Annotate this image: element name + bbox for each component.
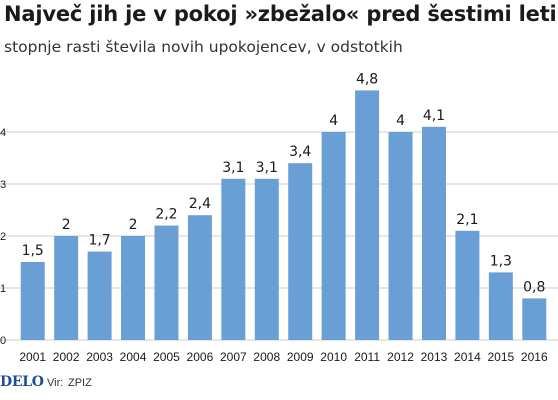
x-tick-label: 2012 xyxy=(387,350,414,364)
bar-2005 xyxy=(154,225,179,340)
value-label: 4,8 xyxy=(356,71,378,87)
x-tick-label: 2011 xyxy=(354,350,380,364)
x-tick-label: 2005 xyxy=(153,350,180,364)
value-label: 3,1 xyxy=(222,160,244,176)
value-label: 2,1 xyxy=(456,212,478,228)
bar-2013 xyxy=(421,126,446,340)
bars-layer xyxy=(20,90,547,341)
x-tick-label: 2013 xyxy=(421,350,448,364)
bar-2002 xyxy=(54,236,79,340)
labels-layer: 1,5 2001 2 2002 1,7 2003 2 2004 2,2 2005 2,4 2006 3,… xyxy=(19,71,548,364)
value-label: 2,2 xyxy=(155,207,177,223)
y-tick-label: 4 xyxy=(0,127,6,139)
bar-2003 xyxy=(87,251,112,340)
x-tick-label: 2008 xyxy=(253,350,280,364)
bar-2011 xyxy=(355,90,380,341)
x-tick-label: 2001 xyxy=(19,350,46,364)
y-tick-label: 0 xyxy=(0,335,6,347)
value-label: 1,5 xyxy=(22,243,44,259)
source-value: ZPIZ xyxy=(68,377,92,389)
value-label: 1,7 xyxy=(88,233,110,249)
chart-title: Največ jih je v pokoj »zbežalo« pred šes… xyxy=(4,2,557,26)
x-tick-label: 2006 xyxy=(187,350,214,364)
x-tick-label: 2003 xyxy=(86,350,113,364)
value-label: 3,1 xyxy=(256,160,278,176)
x-tick-label: 2009 xyxy=(287,350,314,364)
value-label: 4 xyxy=(329,113,338,129)
x-tick-label: 2015 xyxy=(487,350,514,364)
bar-2010 xyxy=(321,132,346,340)
x-tick-label: 2010 xyxy=(320,350,347,364)
bar-2004 xyxy=(121,236,146,340)
x-tick-label: 2016 xyxy=(521,350,548,364)
y-tick-label: 2 xyxy=(0,231,6,243)
brand-logo: DELO xyxy=(0,374,44,390)
bar-2009 xyxy=(288,163,313,340)
value-label: 2 xyxy=(129,217,138,233)
bar-2014 xyxy=(455,230,480,340)
x-tick-label: 2007 xyxy=(220,350,247,364)
source-label: Vir: xyxy=(47,377,64,389)
value-label: 2 xyxy=(62,217,71,233)
bar-2007 xyxy=(221,178,246,340)
value-label: 0,8 xyxy=(523,279,545,295)
chart-subtitle: stopnje rasti števila novih upokojencev,… xyxy=(4,38,403,56)
x-tick-label: 2002 xyxy=(53,350,80,364)
value-label: 4,1 xyxy=(423,108,445,124)
value-label: 3,4 xyxy=(289,144,311,160)
y-tick-label: 3 xyxy=(0,179,6,191)
bar-2006 xyxy=(187,215,212,340)
x-tick-label: 2014 xyxy=(454,350,481,364)
value-label: 2,4 xyxy=(189,196,211,212)
bar-2016 xyxy=(522,298,547,340)
bar-2001 xyxy=(20,262,45,340)
bar-2015 xyxy=(488,272,513,340)
value-label: 4 xyxy=(396,113,405,129)
x-tick-label: 2004 xyxy=(120,350,147,364)
y-tick-label: 1 xyxy=(0,283,6,295)
bar-2012 xyxy=(388,132,413,340)
bar-2008 xyxy=(254,178,279,340)
value-label: 1,3 xyxy=(490,253,512,269)
